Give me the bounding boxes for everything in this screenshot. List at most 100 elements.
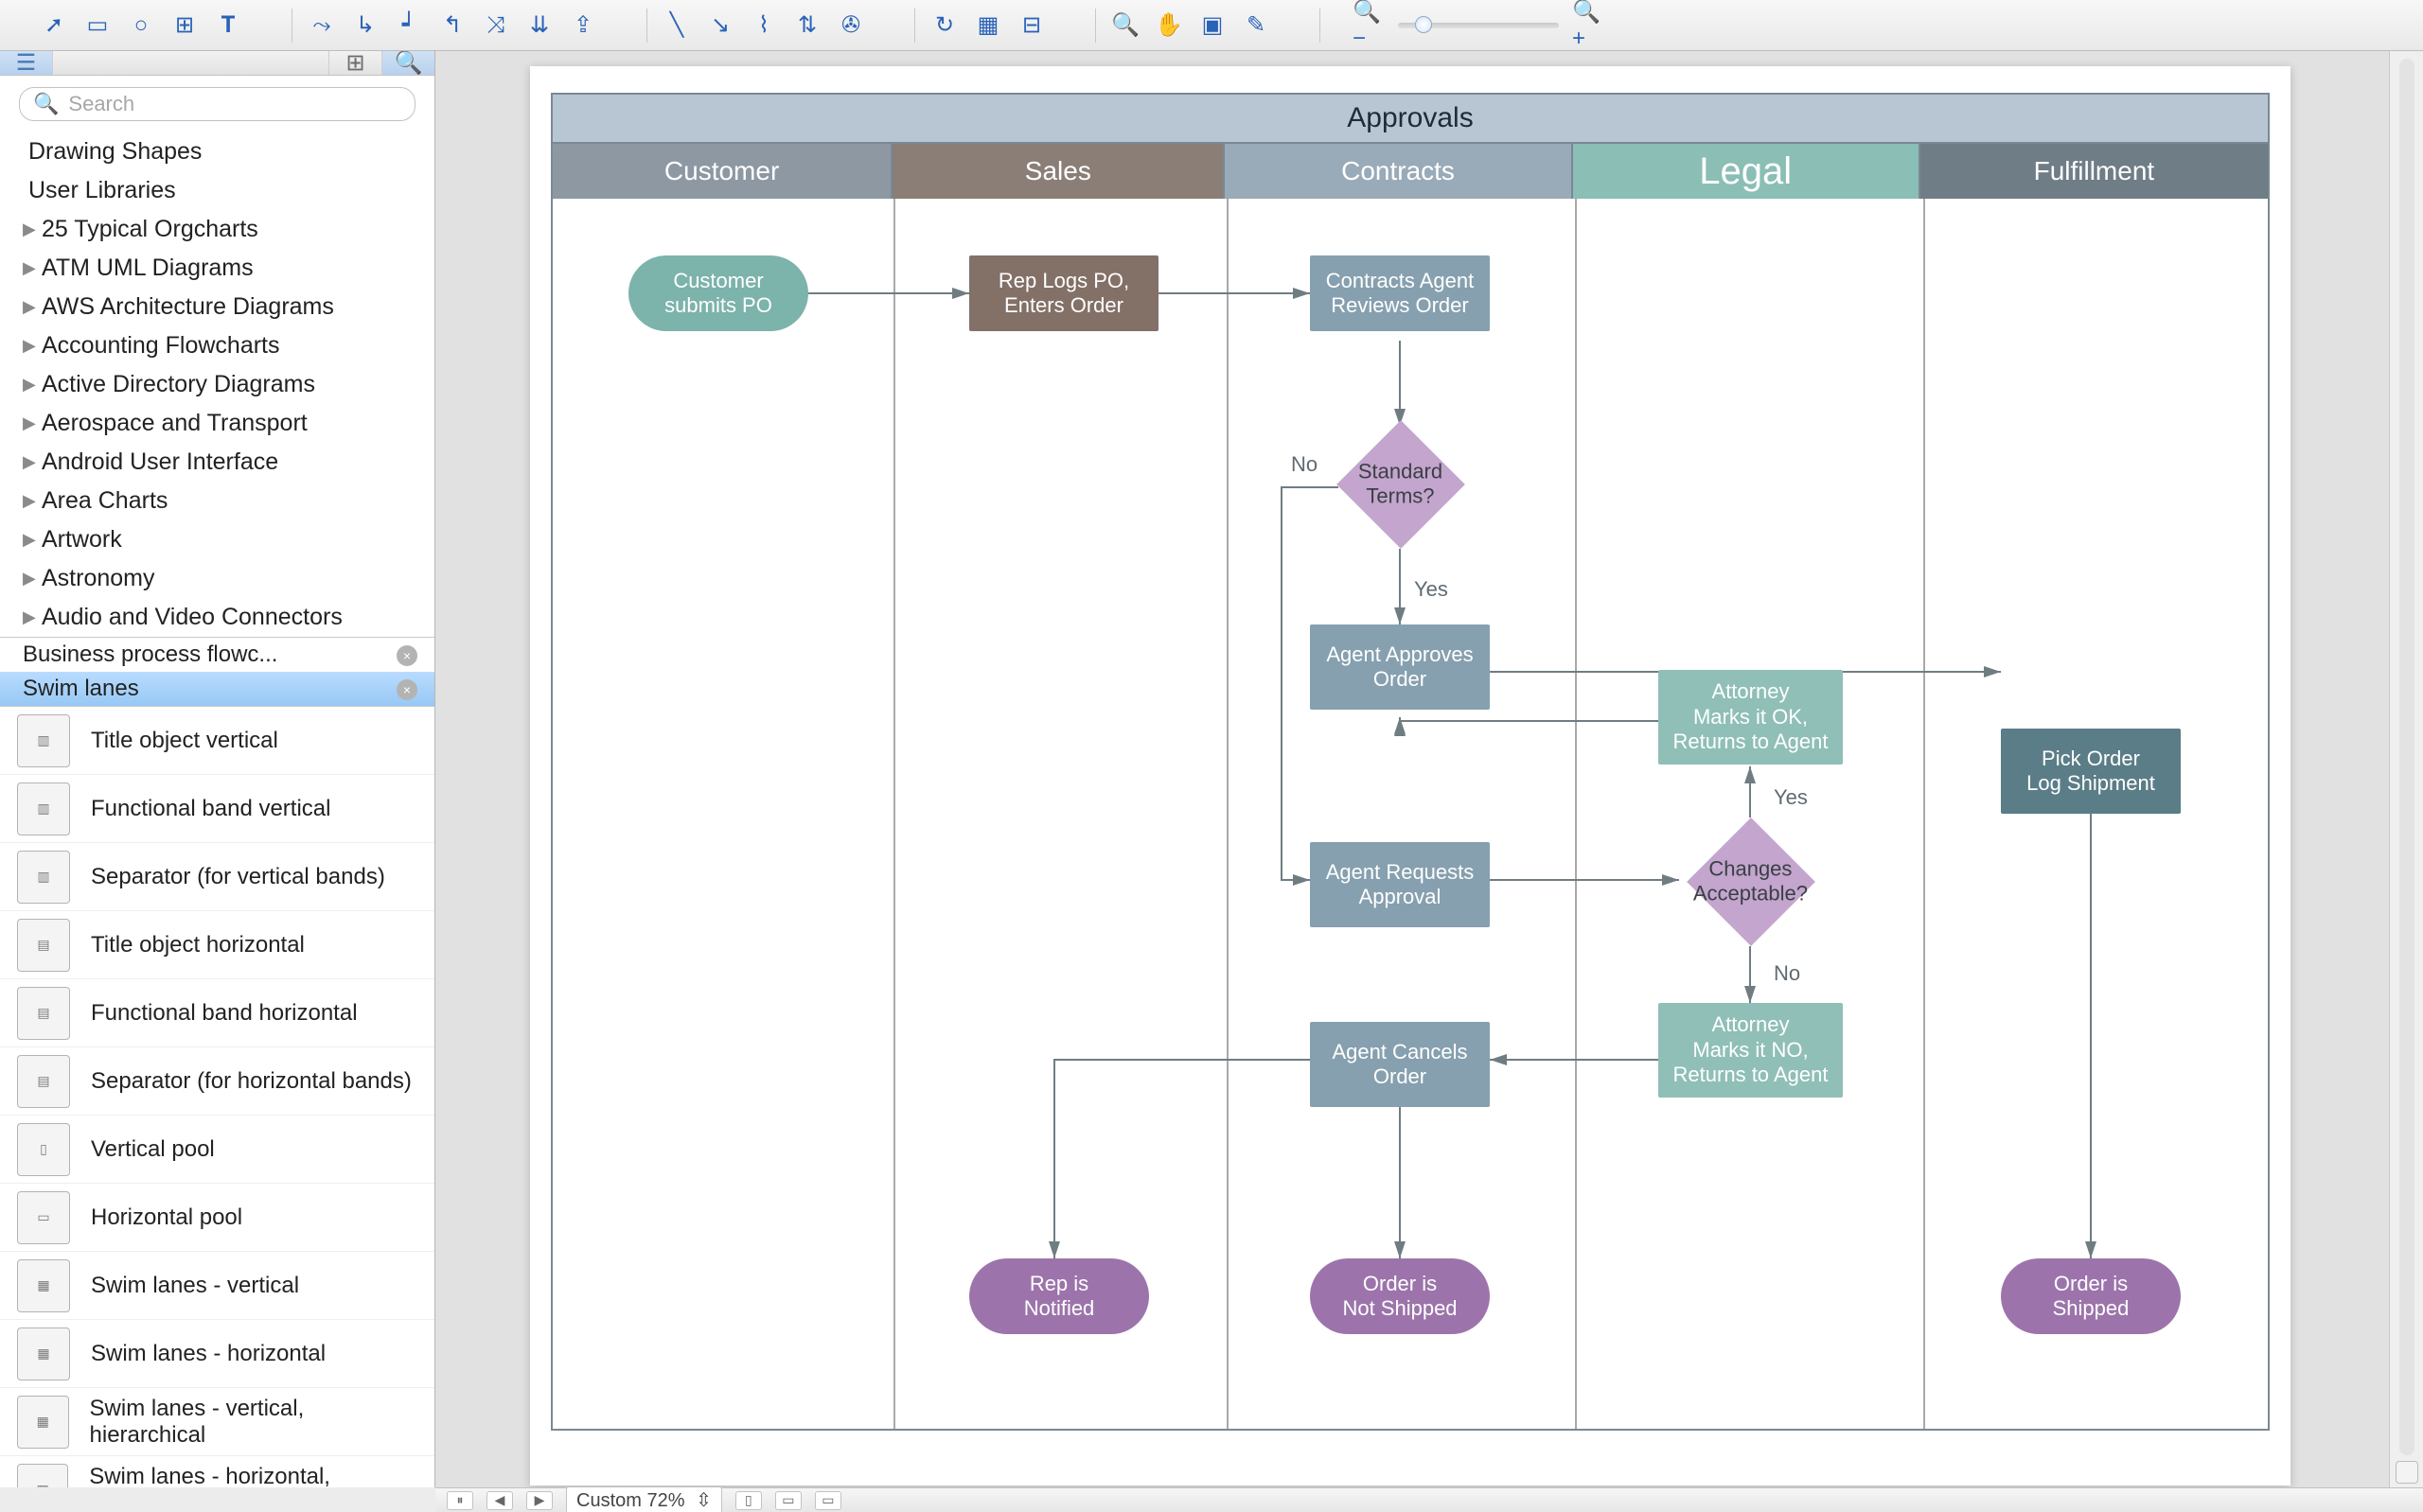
page-next-icon[interactable]: ▶ (526, 1491, 553, 1510)
lib-item[interactable]: User Libraries (0, 171, 434, 210)
lib-item[interactable]: ▶ATM UML Diagrams (0, 249, 434, 288)
search-view-icon[interactable]: 🔍 (381, 51, 434, 75)
zoom-thumb[interactable] (1415, 16, 1432, 33)
layout3-icon[interactable]: ▭ (815, 1491, 841, 1510)
connector-rl-icon[interactable]: ↰ (436, 9, 469, 42)
multiline-icon[interactable]: ⌇ (748, 9, 780, 42)
lib-item[interactable]: Drawing Shapes (0, 132, 434, 171)
shape-row[interactable]: ▦Swim lanes - vertical, hierarchical (0, 1388, 434, 1456)
library-tabs: Business process flowc... × Swim lanes × (0, 637, 434, 707)
pan-icon[interactable]: ✋ (1153, 9, 1185, 42)
magnify-icon[interactable]: 🔍 (1109, 9, 1141, 42)
node-customer-po[interactable]: Customersubmits PO (628, 255, 808, 331)
close-icon[interactable]: × (397, 645, 417, 666)
table-icon[interactable]: ⊞ (168, 9, 201, 42)
connector-ortho-icon[interactable]: ┙ (393, 9, 425, 42)
lib-item[interactable]: ▶Accounting Flowcharts (0, 326, 434, 365)
panel-libraries-icon[interactable]: ☰ (0, 51, 53, 75)
node-agent-approves[interactable]: Agent ApprovesOrder (1310, 624, 1490, 710)
node-standard-terms[interactable]: StandardTerms? (1336, 420, 1465, 549)
layout1-icon[interactable]: ▯ (735, 1491, 762, 1510)
shape-row[interactable]: ▦Swim lanes - vertical (0, 1252, 434, 1320)
cursor-icon[interactable]: ➚ (38, 9, 70, 42)
canvas-area[interactable]: Approvals Customer Sales Contracts Legal… (435, 51, 2389, 1487)
smart2-icon[interactable]: ▦ (972, 9, 1004, 42)
lane-head-sales[interactable]: Sales (893, 144, 1225, 199)
scrollbar-track[interactable] (2399, 59, 2414, 1455)
lib-item[interactable]: ▶AWS Architecture Diagrams (0, 288, 434, 326)
grid-view-icon[interactable]: ⊞ (328, 51, 381, 75)
shape-thumb-icon: ▤ (17, 1055, 70, 1108)
lib-item[interactable]: ▶Area Charts (0, 482, 434, 520)
canvas-page[interactable]: Approvals Customer Sales Contracts Legal… (530, 66, 2290, 1486)
swimlane-container[interactable]: Approvals Customer Sales Contracts Legal… (551, 93, 2270, 1431)
node-rep-notified[interactable]: Rep isNotified (969, 1258, 1149, 1334)
shape-row[interactable]: ▤Functional band horizontal (0, 979, 434, 1047)
node-attorney-ok[interactable]: AttorneyMarks it OK,Returns to Agent (1658, 670, 1843, 765)
connector-tree-icon[interactable]: ⇊ (523, 9, 556, 42)
lib-item[interactable]: ▶Android User Interface (0, 443, 434, 482)
node-shipped[interactable]: Order isShipped (2001, 1258, 2181, 1334)
lib-item[interactable]: ▶Active Directory Diagrams (0, 365, 434, 404)
node-pick-order[interactable]: Pick OrderLog Shipment (2001, 729, 2181, 814)
lib-item[interactable]: ▶Aerospace and Transport (0, 404, 434, 443)
status-bar: ⏸ ◀ ▶ Custom 72% ⇳ ▯ ▭ ▭ (435, 1487, 2423, 1512)
lib-item[interactable]: ▶Astronomy (0, 559, 434, 598)
align-icon[interactable]: ⇅ (791, 9, 823, 42)
connector-step-icon[interactable]: ↳ (349, 9, 381, 42)
shape-row[interactable]: ▥Title object vertical (0, 707, 434, 775)
scrollbar-corner-icon[interactable] (2396, 1461, 2418, 1484)
zoom-level-field[interactable]: Custom 72% ⇳ (566, 1486, 722, 1512)
shape-row[interactable]: ▭Horizontal pool (0, 1184, 434, 1252)
page-prev-icon[interactable]: ◀ (486, 1491, 513, 1510)
lane-head-contracts[interactable]: Contracts (1225, 144, 1572, 199)
close-icon[interactable]: × (397, 679, 417, 700)
text-icon[interactable]: 𝐓 (212, 9, 244, 42)
search-input[interactable]: 🔍 Search (19, 87, 416, 121)
smart3-icon[interactable]: ⊟ (1016, 9, 1048, 42)
lib-item[interactable]: ▶Audio and Video Connectors (0, 598, 434, 637)
pause-icon[interactable]: ⏸ (447, 1491, 473, 1510)
snap-icon[interactable]: ✇ (835, 9, 867, 42)
arrow-icon[interactable]: ↘ (704, 9, 736, 42)
lane-head-legal[interactable]: Legal (1573, 144, 1920, 199)
lane-head-customer[interactable]: Customer (553, 144, 893, 199)
ellipse-shape-icon[interactable]: ○ (125, 9, 157, 42)
shape-row[interactable]: ▦Swim lanes - horizontal, hierarc… (0, 1456, 434, 1487)
layout2-icon[interactable]: ▭ (775, 1491, 802, 1510)
eyedropper-icon[interactable]: ✎ (1240, 9, 1272, 42)
node-not-shipped[interactable]: Order isNot Shipped (1310, 1258, 1490, 1334)
rect-shape-icon[interactable]: ▭ (81, 9, 114, 42)
shape-row[interactable]: ▤Separator (for horizontal bands) (0, 1047, 434, 1116)
zoom-slider[interactable] (1398, 23, 1559, 28)
stepper-icon[interactable]: ⇳ (696, 1490, 712, 1511)
node-rep-logs[interactable]: Rep Logs PO,Enters Order (969, 255, 1158, 331)
shape-row[interactable]: ▯Vertical pool (0, 1116, 434, 1184)
line-icon[interactable]: ╲ (661, 9, 693, 42)
shape-thumb-icon: ▦ (17, 1259, 70, 1312)
vertical-scrollbar[interactable] (2389, 51, 2423, 1487)
shape-row[interactable]: ▥Separator (for vertical bands) (0, 843, 434, 911)
connector-cross-icon[interactable]: ⤨ (480, 9, 512, 42)
library-tab[interactable]: Business process flowc... × (0, 638, 434, 672)
shape-row[interactable]: ▦Swim lanes - horizontal (0, 1320, 434, 1388)
node-agent-cancels[interactable]: Agent CancelsOrder (1310, 1022, 1490, 1107)
node-attorney-no[interactable]: AttorneyMarks it NO,Returns to Agent (1658, 1003, 1843, 1098)
toolbar-group-view: 🔍 ✋ ▣ ✎ (1109, 9, 1272, 42)
stamp-icon[interactable]: ▣ (1196, 9, 1229, 42)
swimlane-title[interactable]: Approvals (553, 95, 2268, 144)
lib-item[interactable]: ▶Artwork (0, 520, 434, 559)
node-changes-acceptable[interactable]: ChangesAcceptable? (1687, 818, 1815, 946)
shape-row[interactable]: ▤Title object horizontal (0, 911, 434, 979)
lib-item[interactable]: ▶25 Typical Orgcharts (0, 210, 434, 249)
zoom-in-icon[interactable]: 🔍+ (1572, 9, 1604, 42)
zoom-out-icon[interactable]: 🔍− (1353, 9, 1385, 42)
connector-line-icon[interactable]: ⤳ (306, 9, 338, 42)
library-tab-active[interactable]: Swim lanes × (0, 672, 434, 706)
node-agent-reviews[interactable]: Contracts AgentReviews Order (1310, 255, 1490, 331)
node-agent-requests[interactable]: Agent RequestsApproval (1310, 842, 1490, 927)
shape-row[interactable]: ▥Functional band vertical (0, 775, 434, 843)
lane-head-fulfillment[interactable]: Fulfillment (1920, 144, 2268, 199)
export-icon[interactable]: ⇪ (567, 9, 599, 42)
smart1-icon[interactable]: ↻ (929, 9, 961, 42)
